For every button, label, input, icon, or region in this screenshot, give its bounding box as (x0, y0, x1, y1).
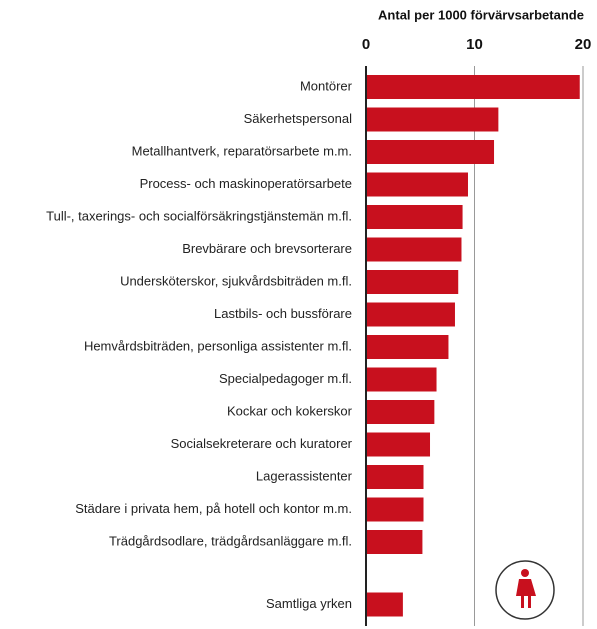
x-tick-label: 20 (575, 36, 592, 53)
bar (366, 367, 437, 392)
chart-title: Antal per 1000 förvärvsarbetande (378, 7, 584, 22)
bar (366, 237, 462, 262)
y-tick-label: Undersköterskor, sjukvårdsbiträden m.fl. (120, 273, 352, 288)
bar (366, 592, 403, 617)
y-tick-label: Säkerhetspersonal (244, 111, 353, 126)
y-tick-label: Metallhantverk, reparatörsarbete m.m. (132, 143, 352, 158)
y-tick-label: Socialsekreterare och kuratorer (171, 436, 353, 451)
y-tick-label: Montörer (300, 78, 353, 93)
female-icon (495, 560, 555, 620)
y-tick-label: Process- och maskinoperatörsarbete (140, 176, 352, 191)
bar (366, 107, 499, 132)
y-tick-label: Brevbärare och brevsorterare (182, 241, 352, 256)
x-tick-label: 0 (362, 36, 370, 53)
y-tick-label: Lagerassistenter (256, 468, 353, 483)
y-tick-label: Trädgårdsodlare, trädgårdsanläggare m.fl… (109, 533, 352, 548)
bar (366, 75, 580, 99)
x-tick-label: 10 (466, 36, 483, 53)
y-tick-label: Samtliga yrken (266, 596, 352, 611)
y-tick-label: Städare i privata hem, på hotell och kon… (75, 501, 352, 516)
bar (366, 140, 495, 164)
y-tick-label: Lastbils- och bussförare (214, 306, 352, 321)
bar (366, 205, 463, 229)
bar (366, 530, 423, 554)
bar (366, 465, 424, 489)
bar (366, 302, 455, 327)
bar (366, 172, 468, 197)
y-tick-label: Hemvårdsbiträden, personliga assistenter… (84, 338, 352, 353)
bar (366, 270, 459, 294)
bar (366, 335, 449, 359)
y-tick-label: Specialpedagoger m.fl. (219, 371, 352, 386)
bar (366, 497, 424, 522)
y-tick-label: Kockar och kokerskor (227, 403, 353, 418)
bar (366, 432, 431, 457)
y-tick-label: Tull-, taxerings- och socialförsäkringst… (46, 208, 352, 223)
bar (366, 400, 435, 424)
